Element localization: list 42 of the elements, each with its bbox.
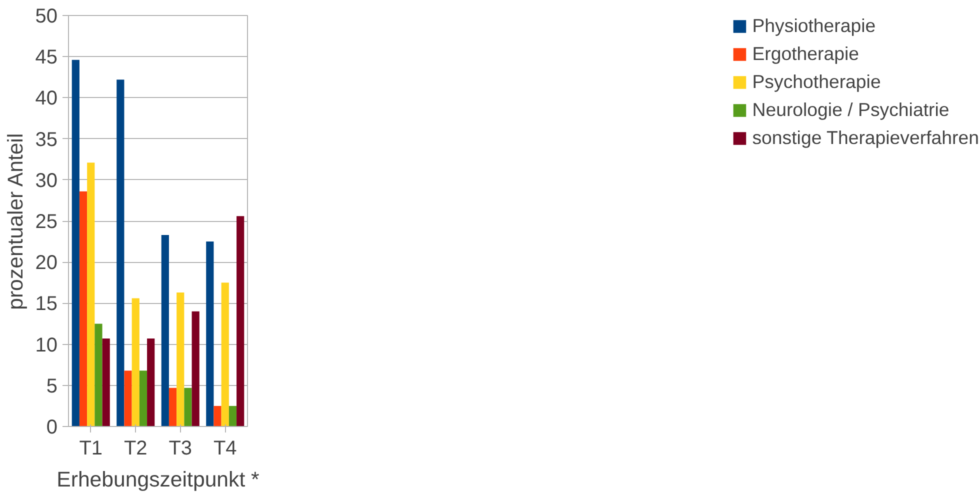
bar xyxy=(94,324,102,426)
bar xyxy=(79,191,88,426)
x-tick-label: T1 xyxy=(79,438,103,460)
legend-label: Ergotherapie xyxy=(752,43,860,65)
y-tick-label: 10 xyxy=(35,334,58,356)
y-tick-label: 5 xyxy=(46,375,58,398)
y-tick-label: 0 xyxy=(46,416,58,438)
y-tick-label: 15 xyxy=(35,293,58,316)
bar xyxy=(132,298,140,426)
bar xyxy=(102,338,110,426)
x-tick-label: T2 xyxy=(124,438,148,460)
x-tick-label: T3 xyxy=(168,438,192,460)
bar xyxy=(116,80,124,426)
bar xyxy=(161,234,169,426)
bar xyxy=(228,406,237,426)
x-tick-label: T4 xyxy=(213,438,237,460)
bar xyxy=(72,60,80,426)
y-tick-label: 20 xyxy=(35,252,58,274)
y-tick-label: 30 xyxy=(35,170,58,192)
x-axis-title: Erhebungszeitpunkt * xyxy=(56,468,260,492)
y-tick-label: 35 xyxy=(35,128,58,151)
bar xyxy=(139,370,148,426)
bar xyxy=(214,406,222,426)
bar xyxy=(176,292,184,426)
y-axis-title: prozentualer Anteil xyxy=(3,133,28,310)
legend-label: Physiotherapie xyxy=(752,15,876,37)
bar xyxy=(206,242,214,426)
legend-label: Neurologie / Psychiatrie xyxy=(752,99,950,121)
y-tick-label: 40 xyxy=(35,88,58,110)
legend-label: Psychotherapie xyxy=(752,71,881,93)
y-tick-label: 50 xyxy=(35,6,58,28)
y-tick-label: 45 xyxy=(35,46,58,69)
bar xyxy=(168,388,177,426)
y-tick-label: 25 xyxy=(35,211,58,233)
legend-label: sonstige Therapieverfahren xyxy=(752,127,979,149)
bar xyxy=(147,338,155,426)
bar xyxy=(87,162,95,426)
bar xyxy=(221,282,229,426)
bar xyxy=(184,388,192,426)
bar xyxy=(236,216,244,426)
bar xyxy=(124,370,132,426)
bar xyxy=(192,311,200,426)
